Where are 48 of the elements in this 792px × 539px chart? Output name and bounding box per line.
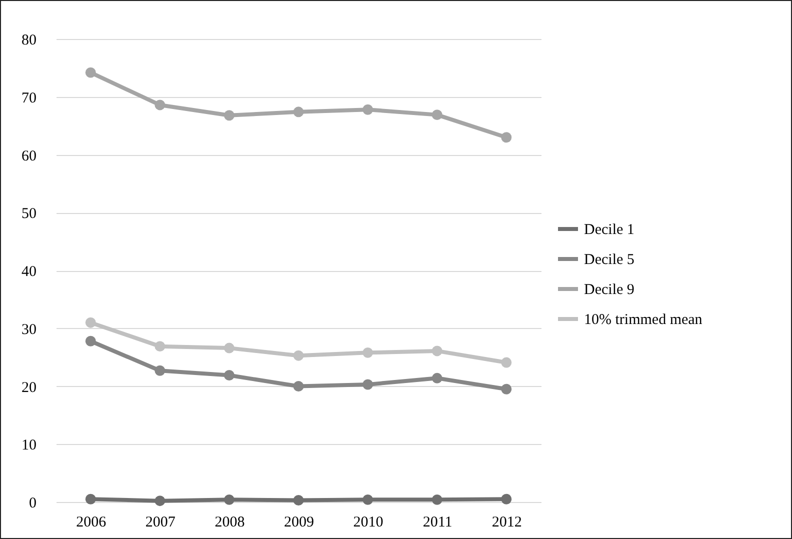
point [224,342,234,354]
point [432,110,442,120]
point [154,496,166,506]
point [154,365,166,376]
point [224,370,234,380]
y-tick-label: 40 [22,264,36,280]
point [224,494,234,505]
x-tick-label: 2011 [422,514,452,530]
point [501,494,512,504]
point [85,67,96,78]
point [154,100,166,110]
point [432,494,442,505]
point [85,336,96,346]
point [362,494,374,505]
point [432,372,442,384]
x-tick-label: 2007 [145,514,176,530]
legend-label: Decile 9 [584,282,634,298]
point [293,106,304,118]
point [432,346,442,356]
point [362,379,374,390]
point [85,317,96,328]
point [293,381,304,392]
x-tick-label: 2009 [284,514,314,530]
point [362,104,374,115]
legend-label: 10% trimmed mean [584,312,703,328]
point [85,494,96,504]
point [501,357,512,368]
point [224,110,234,121]
y-tick-label: 0 [29,496,36,512]
y-tick-label: 70 [22,90,36,106]
x-tick-label: 2006 [76,514,107,530]
point [154,341,166,352]
y-tick-label: 30 [22,322,36,338]
point [293,350,304,361]
y-tick-label: 60 [22,148,36,164]
point [362,347,374,358]
legend-label: Decile 5 [584,252,634,268]
y-tick-label: 10 [22,438,36,454]
y-tick-label: 80 [22,32,36,48]
point [501,384,512,394]
y-tick-label: 50 [22,206,36,222]
legend-label: Decile 1 [584,222,634,238]
x-tick-label: 2010 [353,514,384,530]
point [501,132,512,143]
point [293,495,304,506]
x-tick-label: 2012 [492,514,522,530]
y-tick-label: 20 [22,380,36,396]
x-tick-label: 2008 [214,514,245,530]
